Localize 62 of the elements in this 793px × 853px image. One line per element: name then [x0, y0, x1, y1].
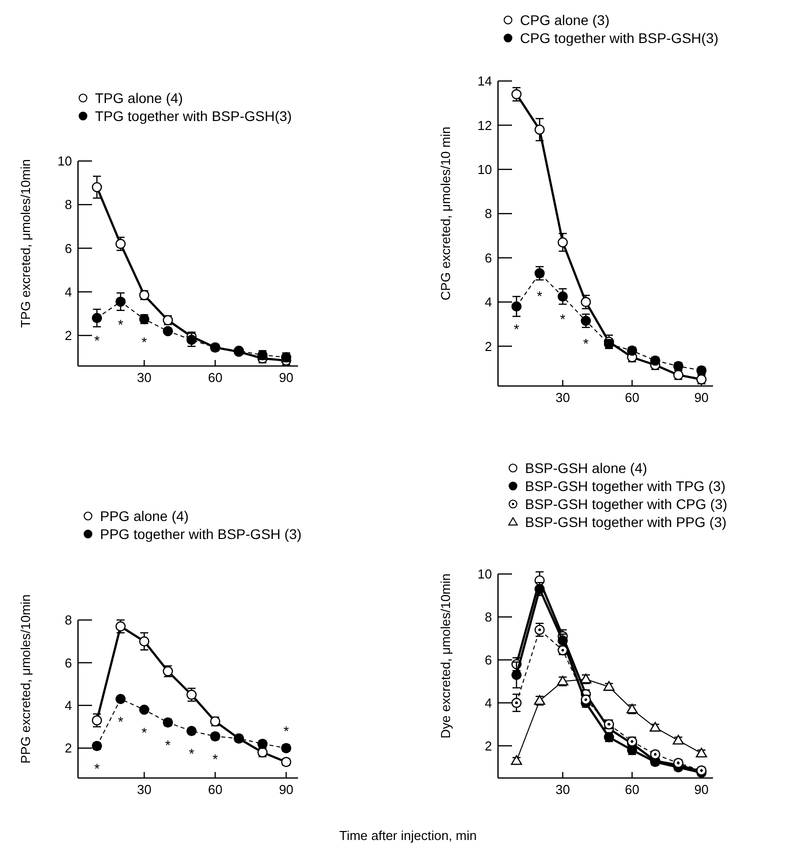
annotation: * — [142, 724, 148, 740]
annotation: * — [583, 336, 590, 352]
x-tick-label: 30 — [555, 390, 570, 405]
annotation: * — [212, 751, 218, 768]
x-tick-label: 90 — [694, 390, 709, 405]
annotation: * — [165, 737, 172, 754]
legend-label: PPG together with BSP-GSH (3) — [100, 526, 302, 542]
annotation: * — [118, 714, 124, 730]
y-tick-label: 8 — [484, 206, 492, 222]
legend-label: TPG together with BSP-GSH(3) — [95, 108, 292, 124]
annotation: * — [560, 311, 566, 328]
annotation: * — [118, 316, 124, 332]
y-tick-label: 10 — [478, 566, 492, 582]
x-tick-label: 60 — [208, 370, 222, 385]
y-tick-label: 4 — [484, 294, 492, 310]
y-tick-label: 6 — [484, 652, 492, 668]
annotation: * — [142, 334, 148, 350]
y-axis-title: TPG excreted, μmoles/10min — [18, 159, 33, 328]
x-tick-label: 60 — [624, 390, 640, 405]
legend-label: BSP-GSH together with PPG (3) — [525, 514, 727, 530]
annotation: * — [536, 288, 543, 304]
y-axis-title: CPG excreted, μmoles/10 min — [438, 126, 453, 300]
y-tick-label: 4 — [484, 695, 492, 710]
legend-label: CPG together with BSP-GSH(3) — [520, 30, 718, 46]
legend-label: PPG alone (4) — [100, 508, 189, 524]
y-tick-label: 2 — [484, 338, 492, 354]
x-tick-label: 30 — [137, 782, 152, 797]
x-tick-label: 30 — [555, 782, 570, 797]
x-tick-label: 60 — [624, 782, 640, 797]
y-axis-title: PPG excreted, μmoles/10min — [18, 594, 33, 764]
y-tick-label: 14 — [478, 74, 492, 89]
y-axis-title: Dye excreted, μmoles/10min — [438, 573, 453, 739]
y-tick-label: 2 — [64, 328, 72, 344]
annotation: * — [94, 332, 100, 349]
x-tick-label: 90 — [694, 782, 709, 797]
y-tick-label: 8 — [64, 197, 72, 212]
y-tick-label: 10 — [58, 154, 72, 169]
x-axis-title: Time after injection, min — [339, 828, 477, 843]
y-tick-label: 6 — [484, 250, 492, 266]
y-tick-label: 4 — [64, 284, 72, 300]
legend-label: BSP-GSH alone (4) — [525, 460, 648, 476]
legend-label: CPG alone (3) — [520, 12, 610, 28]
x-tick-label: 60 — [208, 782, 222, 797]
x-tick-label: 90 — [278, 370, 294, 385]
y-tick-label: 6 — [64, 240, 72, 256]
y-tick-label: 4 — [64, 698, 72, 713]
annotation: * — [514, 321, 520, 338]
legend-label: BSP-GSH together with CPG (3) — [525, 496, 728, 512]
y-tick-label: 12 — [478, 118, 492, 133]
annotation: * — [283, 722, 290, 739]
y-tick-label: 2 — [484, 738, 492, 754]
legend-label: BSP-GSH together with TPG (3) — [525, 478, 726, 494]
y-tick-label: 10 — [478, 162, 492, 177]
y-tick-label: 8 — [64, 612, 72, 628]
y-tick-label: 6 — [64, 655, 72, 670]
y-tick-label: 2 — [64, 740, 72, 756]
annotation: * — [94, 760, 100, 777]
legend-label: TPG alone (4) — [95, 90, 183, 106]
annotation: * — [188, 746, 195, 762]
y-tick-label: 8 — [484, 609, 492, 624]
x-tick-label: 30 — [137, 370, 152, 385]
x-tick-label: 90 — [278, 782, 294, 797]
